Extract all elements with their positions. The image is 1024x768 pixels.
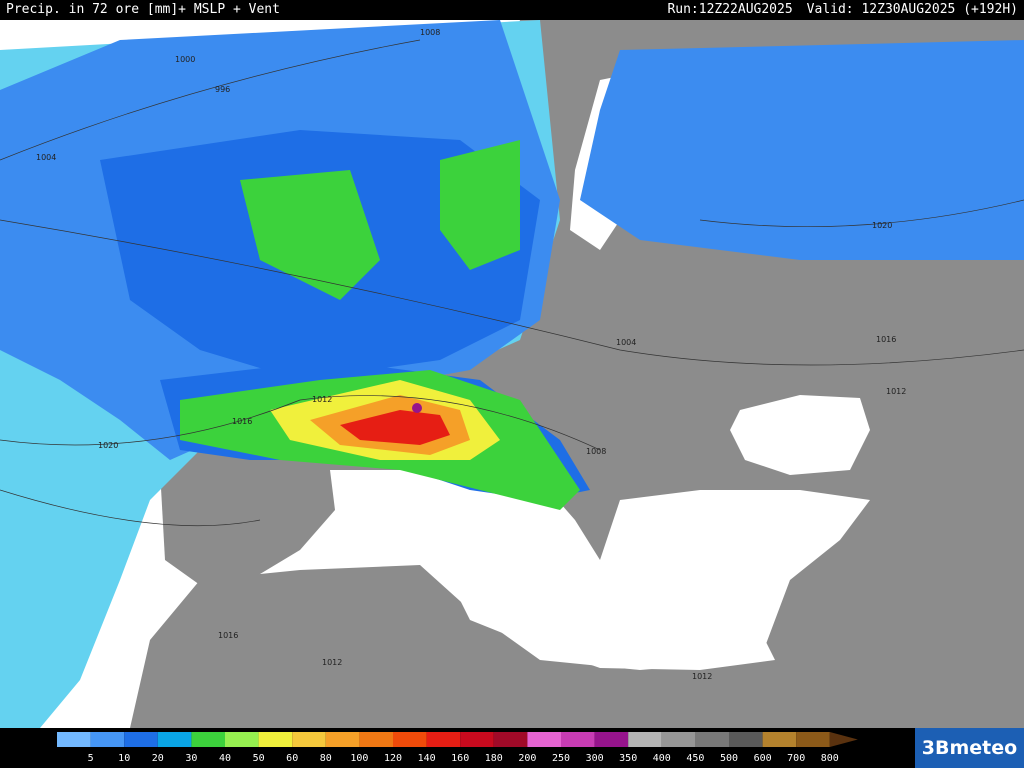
precip-moderate [580, 40, 1024, 260]
scale-box [393, 732, 427, 747]
scale-label: 500 [720, 753, 738, 764]
scale-box [661, 732, 696, 747]
scale-label: 40 [219, 753, 231, 764]
isobar [0, 395, 601, 451]
mediterranean [450, 540, 775, 670]
isobar [0, 219, 1024, 366]
color-scale: 5 10 20 30 40 50 60 80 100 120 140 160 180 200 250 300 3… [57, 732, 858, 764]
isobar-label: 1008 [420, 28, 440, 37]
scale-box [191, 732, 225, 747]
scale-box [426, 732, 461, 747]
scale-box [594, 732, 629, 747]
precip-green [240, 170, 380, 300]
isobar-label: 996 [215, 85, 230, 94]
header: Precip. in 72 ore [mm]+ MSLP + Vent Run:… [0, 0, 1024, 20]
scale-box [325, 732, 360, 747]
isobar [0, 489, 261, 527]
scale-box [359, 732, 393, 747]
scale-label: 700 [787, 753, 805, 764]
isobar-label: 1000 [175, 55, 195, 64]
isobar-label: 1008 [586, 447, 606, 456]
scale-label: 600 [754, 753, 772, 764]
scale-box [258, 732, 293, 747]
scale-box [729, 732, 763, 747]
map: 1008 1000 996 1004 1020 1016 1012 1008 1… [0, 20, 1024, 728]
scale-label: 80 [320, 753, 332, 764]
scale-label: 200 [518, 753, 536, 764]
precip-green [440, 140, 520, 270]
scale-box [57, 732, 91, 747]
scale-box [292, 732, 326, 747]
isobar-label: 1012 [322, 658, 342, 667]
scale-box [493, 732, 528, 747]
scale-box [460, 732, 494, 747]
scale-label: 450 [686, 753, 704, 764]
scale-label: 800 [821, 753, 839, 764]
isobar-label: 1012 [312, 395, 332, 404]
scale-box [695, 732, 729, 747]
scale-label: 350 [619, 753, 637, 764]
scale-label: 50 [253, 753, 265, 764]
scale-label: 180 [485, 753, 503, 764]
scale-label: 160 [451, 753, 469, 764]
map-title: Precip. in 72 ore [mm]+ MSLP + Vent [6, 2, 280, 17]
scale-label: 140 [418, 753, 436, 764]
scale-label: 400 [653, 753, 671, 764]
precip-max [412, 403, 422, 413]
isobar-label: 1020 [872, 221, 892, 230]
scale-box [762, 732, 797, 747]
isobar-label: 1016 [876, 335, 896, 344]
isobar-label: 1020 [98, 441, 118, 450]
scale-box [124, 732, 158, 747]
black-sea [730, 395, 870, 475]
scale-box [527, 732, 561, 747]
isobar-label: 1004 [36, 153, 56, 162]
scale-label: 300 [586, 753, 604, 764]
scale-label: 10 [118, 753, 130, 764]
scale-box [90, 732, 125, 747]
scale-box [225, 732, 259, 747]
isobar-label: 1004 [616, 338, 636, 347]
isobar-label: 1016 [232, 417, 252, 426]
scale-box [796, 732, 830, 747]
scale-label: 100 [350, 753, 368, 764]
scale-arrow [829, 732, 858, 747]
run-time: Run:12Z22AUG2025 [667, 2, 793, 17]
isobar-label: 1012 [886, 387, 906, 396]
isobar-label: 1016 [218, 631, 238, 640]
isobars [0, 39, 1024, 527]
isobar [0, 39, 421, 161]
isobar [699, 199, 1024, 227]
run-info: Run:12Z22AUG2025 Valid: 12Z30AUG2025 (+19… [653, 0, 1018, 20]
logo: 3Bmeteo [915, 728, 1024, 768]
scale-box [628, 732, 662, 747]
valid-time: Valid: 12Z30AUG2025 (+192H) [806, 2, 1018, 17]
scale-label: 5 [88, 753, 94, 764]
land [160, 470, 335, 585]
scale-label: 250 [552, 753, 570, 764]
scale-box [561, 732, 595, 747]
scale-label: 30 [185, 753, 197, 764]
precip-red [340, 410, 450, 445]
scale-label: 60 [286, 753, 298, 764]
scale-box [157, 732, 192, 747]
scale-label: 20 [152, 753, 164, 764]
isobar-label: 1012 [692, 672, 712, 681]
scale-label: 120 [384, 753, 402, 764]
